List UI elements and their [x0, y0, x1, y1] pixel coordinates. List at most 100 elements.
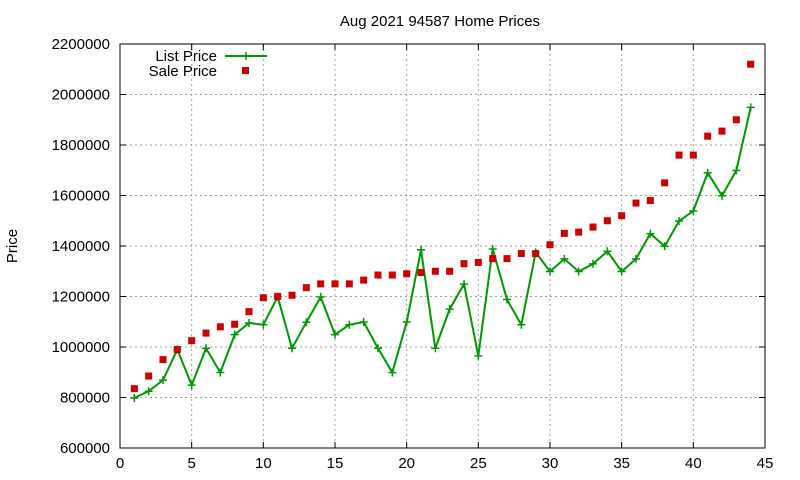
list-price-point — [503, 295, 511, 304]
list-price-point — [703, 168, 712, 177]
list-price-point — [689, 206, 698, 215]
y-tick-label: 1800000 — [52, 137, 110, 154]
legend-marker-sale-price — [242, 67, 249, 74]
legend-marker-list-price — [242, 52, 250, 60]
sale-price-point — [331, 280, 339, 288]
series-layer — [130, 60, 755, 403]
list-price-point — [130, 394, 139, 403]
x-tick-label: 30 — [542, 455, 559, 472]
x-tick-label: 5 — [187, 455, 195, 472]
sale-price-point — [589, 223, 597, 231]
list-price-point — [603, 247, 612, 256]
list-price-point — [560, 254, 569, 263]
sale-price-point — [245, 308, 253, 316]
list-price-line — [133, 107, 752, 399]
list-price-point — [374, 344, 382, 353]
sale-price-point — [388, 271, 396, 279]
sale-price-point — [503, 255, 511, 263]
sale-price-point — [145, 372, 153, 380]
list-price-point — [546, 267, 554, 276]
list-price-point — [259, 320, 268, 329]
sale-price-point — [403, 270, 411, 278]
list-price-point — [288, 344, 296, 353]
sale-price-point — [675, 151, 683, 159]
y-tick-label: 1600000 — [52, 188, 110, 205]
sale-price-point — [618, 212, 626, 220]
x-tick-label: 45 — [757, 455, 774, 472]
list-price-point — [331, 330, 339, 339]
list-price-point — [746, 103, 755, 112]
sale-price-point — [202, 329, 210, 337]
list-price-point — [302, 318, 311, 327]
chart-title: Aug 2021 94587 Home Prices — [340, 13, 540, 30]
list-price-point — [660, 242, 669, 251]
sale-price-point — [288, 291, 296, 299]
x-tick-label: 20 — [398, 455, 415, 472]
sale-price-point — [302, 284, 310, 292]
sale-price-point — [532, 250, 540, 258]
legend-label-list-price: List Price — [155, 48, 217, 65]
y-tick-label: 1000000 — [52, 339, 110, 356]
sale-price-point — [188, 337, 196, 345]
sale-price-point — [517, 250, 525, 258]
list-price-point — [474, 351, 483, 360]
list-price-point — [445, 305, 454, 314]
sale-price-point — [732, 116, 740, 124]
sale-price-point — [345, 280, 353, 288]
list-price-point — [732, 166, 741, 175]
y-tick-label: 1200000 — [52, 289, 110, 306]
sale-price-point — [632, 199, 640, 207]
list-price-point — [488, 245, 497, 254]
x-tick-label: 10 — [255, 455, 272, 472]
list-price-point — [460, 280, 468, 289]
list-price-point — [646, 229, 655, 238]
list-price-point — [589, 259, 597, 268]
sale-price-point — [747, 60, 755, 68]
sale-price-point — [661, 179, 669, 187]
list-price-point — [574, 267, 583, 276]
list-price-point — [216, 368, 225, 377]
x-tick-label: 40 — [685, 455, 702, 472]
list-price-point — [388, 368, 397, 377]
list-price-point — [159, 376, 167, 385]
sale-price-point — [718, 127, 726, 135]
sale-price-point — [130, 385, 138, 393]
sale-price-point — [216, 323, 224, 331]
list-price-point — [316, 293, 325, 302]
sale-price-point — [689, 151, 697, 159]
list-price-point — [417, 245, 425, 254]
legend-label-sale-price: Sale Price — [149, 63, 217, 80]
sale-price-point — [274, 293, 282, 300]
list-price-point — [202, 344, 210, 353]
list-price-point — [431, 344, 440, 353]
sale-price-point — [317, 280, 325, 288]
y-tick-label: 1400000 — [52, 238, 110, 255]
sale-price-point — [259, 294, 267, 302]
grid-lines — [120, 44, 765, 448]
sale-price-point — [575, 228, 583, 236]
sale-price-point — [474, 258, 482, 266]
sale-price-point — [646, 197, 654, 205]
sale-price-point — [159, 356, 167, 364]
list-price-point — [517, 320, 526, 329]
sale-price-point — [173, 346, 181, 354]
legend: List Price Sale Price — [149, 48, 267, 80]
sale-price-point — [446, 267, 454, 275]
list-price-point — [718, 191, 726, 200]
x-tick-label: 35 — [613, 455, 630, 472]
sale-price-point — [460, 260, 468, 268]
sale-price-point — [603, 217, 611, 225]
list-price-point — [359, 318, 368, 327]
sale-price-point — [417, 269, 425, 277]
list-price-point — [245, 319, 253, 328]
x-tick-label: 0 — [116, 455, 124, 472]
sale-price-point — [360, 276, 368, 284]
y-tick-label: 800000 — [60, 390, 110, 407]
list-price-point — [187, 381, 196, 390]
sale-price-point — [231, 320, 239, 328]
list-price-point — [632, 254, 640, 263]
list-price-point — [617, 267, 626, 276]
list-price-point — [144, 387, 153, 396]
sale-price-point — [560, 229, 568, 237]
